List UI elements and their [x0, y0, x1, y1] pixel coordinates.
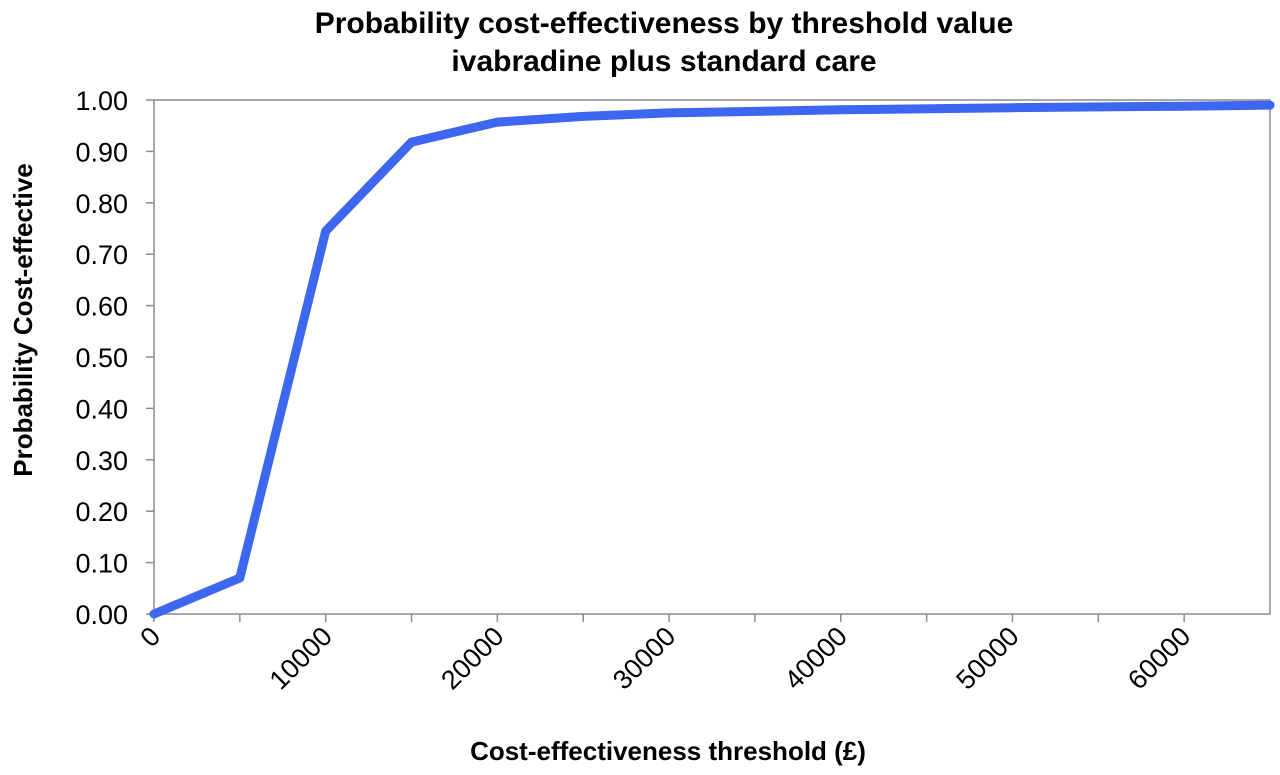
x-tick-label: 10000 — [264, 621, 338, 695]
x-tick-label: 0 — [134, 621, 166, 653]
series-line — [149, 100, 1275, 619]
y-tick-label: 0.10 — [75, 549, 128, 579]
y-tick-label: 0.90 — [75, 137, 128, 167]
y-axis-title: Probability Cost-effective — [8, 163, 38, 477]
y-tick-label: 0.20 — [75, 497, 128, 527]
y-tick-label: 0.40 — [75, 394, 128, 424]
data-point — [496, 121, 498, 123]
x-tick-label: 20000 — [435, 621, 509, 695]
x-tick-label: 50000 — [950, 621, 1024, 695]
plot-area-frame — [153, 99, 1271, 615]
y-tick-label: 0.50 — [75, 343, 128, 373]
chart-title-line-2: ivabradine plus standard care — [451, 45, 876, 78]
x-tick-label: 30000 — [607, 621, 681, 695]
data-point — [840, 109, 842, 111]
y-tick-label: 0.60 — [75, 292, 128, 322]
y-axis: 0.00 0.10 0.20 0.30 0.40 0.50 0.60 0.70 0.80 0.90… — [75, 86, 154, 630]
data-point — [1183, 105, 1185, 107]
y-tick-label: 1.00 — [75, 86, 128, 116]
y-tick-label: 0.00 — [75, 600, 128, 630]
x-tick-label: 60000 — [1122, 621, 1196, 695]
y-tick-label: 0.70 — [75, 240, 128, 270]
y-tick-label: 0.80 — [75, 189, 128, 219]
y-tick-label: 0.30 — [75, 446, 128, 476]
data-point — [1011, 107, 1013, 109]
data-point — [325, 230, 327, 232]
data-point — [411, 141, 413, 143]
data-point — [582, 115, 584, 117]
data-point — [153, 613, 155, 615]
x-tick-label: 40000 — [779, 621, 853, 695]
data-point — [1269, 104, 1271, 106]
x-axis-title: Cost-effectiveness threshold (£) — [470, 736, 866, 766]
x-axis: 0 10000 20000 30000 40000 50000 60000 — [134, 614, 1196, 695]
data-point — [668, 112, 670, 114]
chart-title-line-1: Probability cost-effectiveness by thresh… — [315, 7, 1014, 40]
data-point — [239, 577, 241, 579]
series-group — [149, 100, 1275, 619]
